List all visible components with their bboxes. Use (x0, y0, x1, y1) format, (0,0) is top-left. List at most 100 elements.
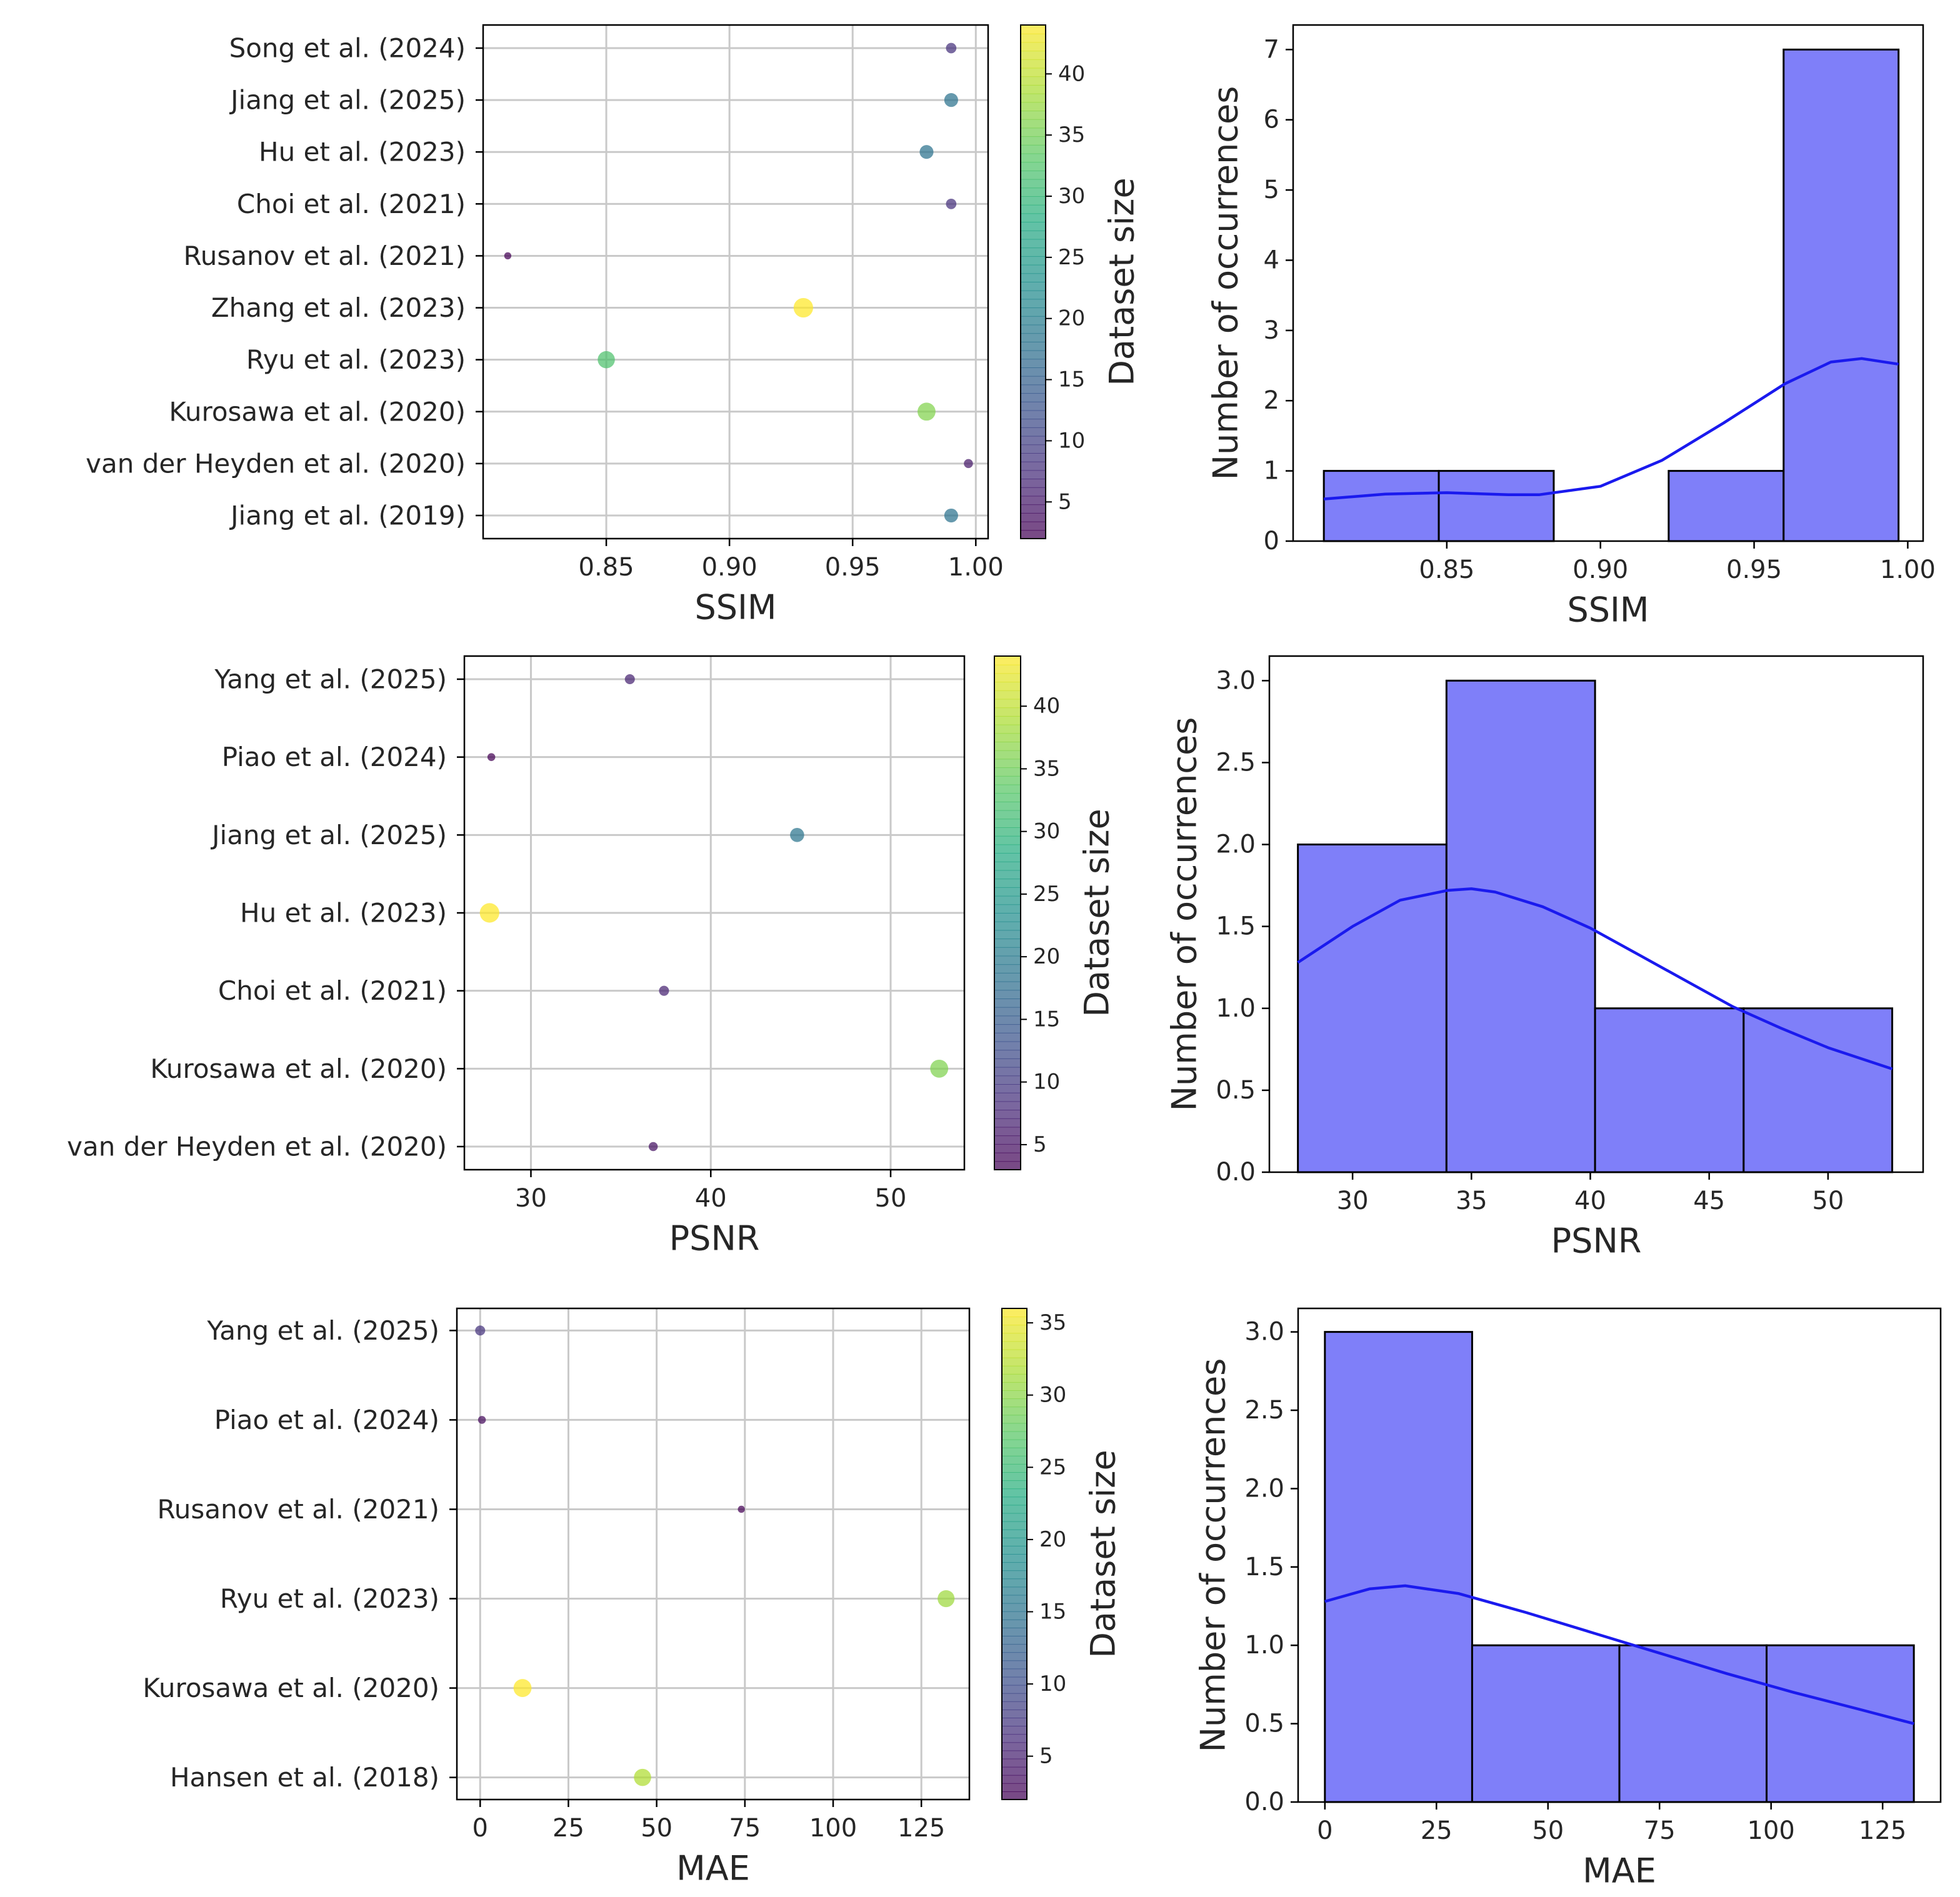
colorbar-gradient-step (1002, 1595, 1027, 1604)
histogram-bar (1297, 844, 1448, 1173)
colorbar-gradient-step (994, 1161, 1021, 1170)
colorbar-gradient-step (1021, 427, 1046, 437)
colorbar-gradient-step (994, 682, 1021, 691)
colorbar-gradient-step (1021, 444, 1046, 454)
scatter-point (944, 93, 958, 107)
colorbar-gradient-step (1021, 341, 1046, 351)
colorbar-gradient-step (1021, 487, 1046, 497)
colorbar-gradient-step (1021, 144, 1046, 154)
colorbar-gradient-step (994, 715, 1021, 725)
colorbar-gradient-step (994, 810, 1021, 820)
colorbar: 5 10 15 20 25 30 35 40 Dataset size (1020, 24, 1142, 539)
colorbar-gradient-step (994, 819, 1021, 828)
colorbar-gradient-step (1002, 1407, 1027, 1416)
colorbar-gradient-step (994, 1084, 1021, 1093)
scatter-point (475, 1325, 486, 1336)
colorbar-gradient-step (1021, 230, 1046, 240)
colorbar-gradient-step (1002, 1758, 1027, 1768)
colorbar-gradient-step (994, 964, 1021, 973)
category-label: Rusanov et al. (2021) (158, 1494, 439, 1525)
colorbar-gradient-step (1021, 213, 1046, 223)
x-tick-label: 1.00 (1880, 555, 1936, 584)
y-tick-label: 1.0 (1244, 1631, 1284, 1660)
colorbar-gradient-step (994, 1032, 1021, 1042)
colorbar-gradient-step (994, 827, 1021, 837)
colorbar-gradient-step (994, 1058, 1021, 1068)
colorbar-gradient-step (1002, 1341, 1027, 1350)
colorbar-tick-label: 35 (1058, 122, 1085, 147)
colorbar-gradient-step (1021, 367, 1046, 377)
colorbar-gradient-step (1021, 410, 1046, 420)
scatter-point (487, 753, 496, 761)
category-label: Piao et al. (2024) (214, 1405, 439, 1435)
scatter-point (478, 1416, 486, 1424)
colorbar-gradient-step (994, 793, 1021, 802)
colorbar-gradient-step (1002, 1726, 1027, 1735)
colorbar-frame (1020, 24, 1046, 539)
colorbar-gradient-step (1021, 119, 1046, 129)
colorbar-gradient-step (994, 750, 1021, 760)
colorbar-gradient-step (1002, 1734, 1027, 1743)
y-tick-label: 1.5 (1216, 912, 1256, 941)
colorbar-gradient-step (1002, 1554, 1027, 1563)
colorbar-gradient-step (1021, 393, 1046, 402)
y-tick-label: 6 (1264, 106, 1279, 134)
colorbar-gradient-step (994, 990, 1021, 999)
colorbar-gradient-step (1021, 453, 1046, 462)
colorbar-gradient-step (1021, 333, 1046, 342)
colorbar-gradient-step (1021, 470, 1046, 480)
colorbar-gradient-step (994, 775, 1021, 785)
x-tick-label: 35 (1456, 1187, 1488, 1215)
category-label: Jiang et al. (2025) (210, 820, 447, 850)
x-tick-label: 0.95 (1726, 555, 1782, 584)
colorbar-gradient-step (1021, 419, 1046, 428)
colorbar-tick-label: 40 (1033, 694, 1060, 719)
colorbar-tick-label: 30 (1039, 1383, 1066, 1408)
colorbar-gradient-step (1002, 1415, 1027, 1424)
histogram-panel: 0 25 50 75 100 125 0.0 0.5 1.0 1.5 2.0 2.5 3.0 MAE Num… (1194, 1307, 1942, 1891)
x-tick-label: 0.85 (1419, 555, 1474, 584)
colorbar-tick-label: 5 (1039, 1744, 1053, 1769)
colorbar-gradient-step (1021, 170, 1046, 180)
category-label: Jiang et al. (2025) (229, 85, 466, 116)
kde-curve (1324, 1584, 1914, 1725)
x-tick-label: 50 (1532, 1816, 1564, 1845)
x-tick-label: 45 (1693, 1187, 1725, 1215)
x-tick-label: 125 (1859, 1816, 1906, 1845)
colorbar-gradient-step (1002, 1791, 1027, 1800)
colorbar-gradient-step (1002, 1718, 1027, 1727)
histogram-panel: 30 35 40 45 50 0.0 0.5 1.0 1.5 2.0 2.5 3.0 PSNR Numbe… (1165, 655, 1924, 1261)
x-tick-label: 125 (898, 1814, 945, 1843)
colorbar-gradient-step (1002, 1619, 1027, 1628)
colorbar-tick-label: 25 (1033, 882, 1060, 907)
colorbar-gradient-step (1002, 1463, 1027, 1473)
histogram-bar (1766, 1644, 1915, 1803)
y-axis-label: Number of occurrences (1206, 86, 1246, 480)
colorbar-gradient-step (994, 1041, 1021, 1051)
colorbar-gradient-step (994, 1152, 1021, 1162)
colorbar-gradient-step (1021, 51, 1046, 60)
colorbar-gradient-step (1021, 512, 1046, 522)
colorbar-gradient-step (1021, 290, 1046, 300)
histogram-bar (1618, 1644, 1768, 1803)
y-tick-label: 2.0 (1244, 1474, 1284, 1503)
colorbar-gradient-step (1002, 1668, 1027, 1678)
scatter-point (946, 42, 957, 54)
colorbar-gradient-step (1002, 1627, 1027, 1636)
plot-frame (1297, 1307, 1942, 1803)
colorbar-gradient-step (1002, 1693, 1027, 1702)
colorbar-gradient-step (994, 895, 1021, 905)
colorbar-gradient-step (994, 913, 1021, 922)
colorbar-gradient-step (994, 707, 1021, 717)
scatter-point (504, 252, 512, 260)
histogram-bar (1324, 1331, 1473, 1803)
x-tick-label: 0.85 (579, 553, 634, 582)
colorbar-gradient-step (1002, 1505, 1027, 1514)
y-tick-label: 1.5 (1244, 1553, 1284, 1581)
colorbar-gradient-step (1021, 59, 1046, 69)
kde-curve (1297, 887, 1893, 1070)
colorbar-gradient-step (994, 1050, 1021, 1059)
colorbar-gradient-step (994, 759, 1021, 769)
histogram-bar (1782, 48, 1900, 542)
colorbar-gradient-step (994, 947, 1021, 957)
